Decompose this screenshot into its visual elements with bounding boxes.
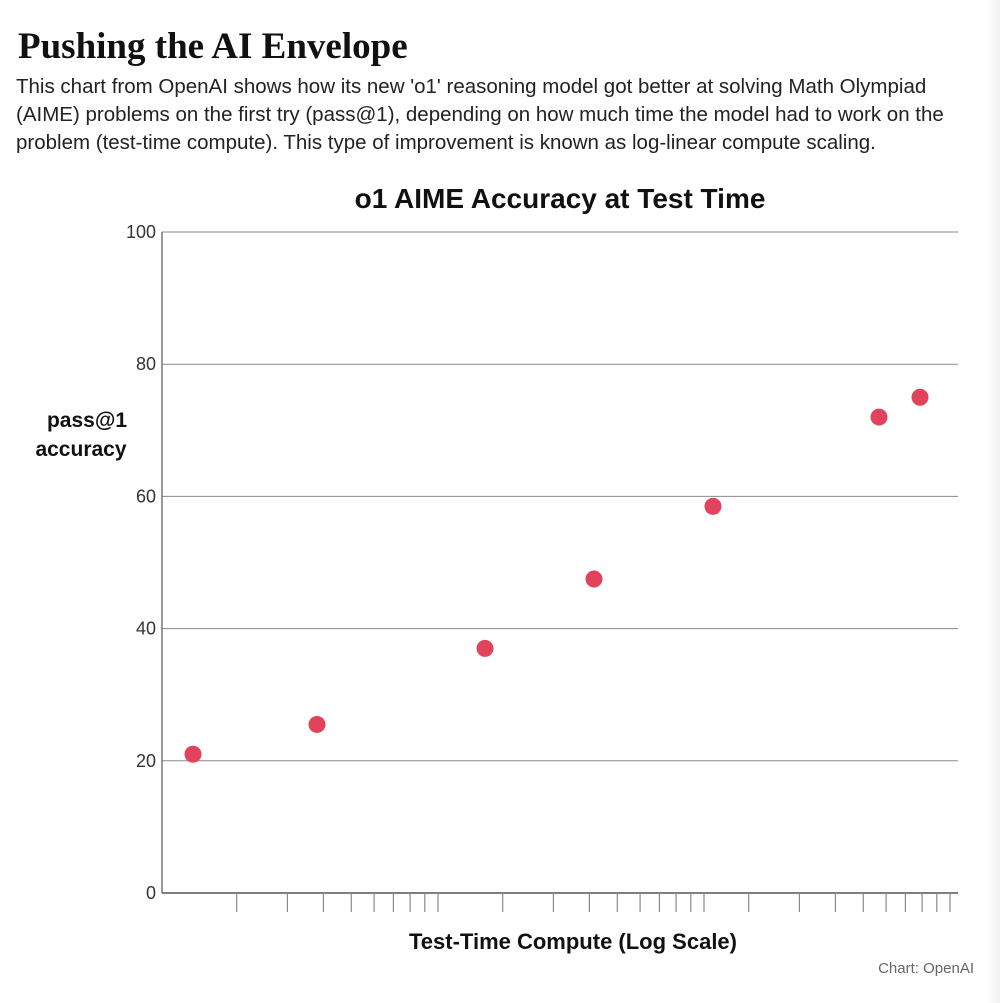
chart-title: o1 AIME Accuracy at Test Time (355, 183, 766, 214)
data-point (184, 745, 202, 763)
y-tick-label: 20 (136, 751, 156, 771)
x-axis-label: Test-Time Compute (Log Scale) (409, 929, 737, 954)
y-axis-ticks: 0 20 40 60 80 100 (126, 222, 156, 903)
gridlines (162, 231, 958, 894)
x-axis-ticks (236, 893, 951, 912)
data-point (585, 570, 603, 588)
source-label: Chart: (878, 960, 919, 977)
data-point (308, 715, 326, 733)
y-tick-label: 40 (136, 619, 156, 639)
page-edge-shadow (986, 0, 1000, 1003)
headline: Pushing the AI Envelope (18, 26, 408, 67)
description: This chart from OpenAI shows how its new… (16, 75, 944, 154)
y-tick-label: 100 (126, 222, 156, 242)
y-tick-label: 80 (136, 354, 156, 374)
y-tick-label: 60 (136, 486, 156, 506)
y-axis-label-line-1: pass@1 (47, 409, 127, 432)
y-tick-label: 0 (146, 883, 156, 903)
data-point (911, 388, 929, 406)
source-credit: Chart: OpenAI (878, 960, 974, 977)
data-points (184, 388, 929, 763)
y-axis-label-line-2: accuracy (35, 438, 126, 461)
data-point (704, 497, 722, 515)
source-name: OpenAI (923, 960, 974, 977)
data-point (870, 408, 888, 426)
data-point (476, 639, 494, 657)
